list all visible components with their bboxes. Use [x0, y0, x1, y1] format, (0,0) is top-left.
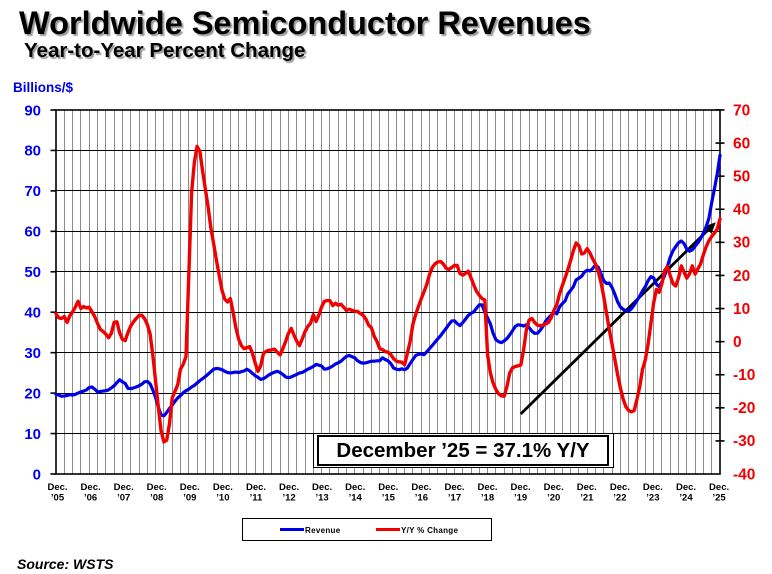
svg-text:90: 90	[24, 102, 41, 119]
svg-text:’07: ’07	[117, 493, 130, 504]
svg-text:Dec.: Dec.	[444, 482, 464, 493]
svg-text:40: 40	[24, 305, 41, 322]
svg-text:10: 10	[733, 301, 750, 318]
svg-text:’10: ’10	[216, 493, 229, 504]
svg-text:Dec.: Dec.	[213, 482, 233, 493]
svg-text:Dec.: Dec.	[345, 482, 365, 493]
svg-text:’24: ’24	[679, 493, 693, 504]
svg-text:’09: ’09	[183, 493, 196, 504]
svg-text:40: 40	[733, 202, 750, 219]
svg-text:’22: ’22	[613, 493, 626, 504]
svg-text:70: 70	[24, 183, 41, 200]
svg-text:’21: ’21	[580, 493, 594, 504]
svg-text:50: 50	[733, 168, 750, 185]
svg-text:80: 80	[24, 143, 41, 160]
svg-text:Dec.: Dec.	[81, 482, 101, 493]
svg-text:0: 0	[33, 466, 41, 483]
svg-text:30: 30	[733, 235, 750, 252]
svg-text:’23: ’23	[646, 493, 659, 504]
svg-text:Dec.: Dec.	[477, 482, 497, 493]
svg-text:-10: -10	[733, 367, 755, 384]
svg-text:60: 60	[733, 135, 750, 152]
svg-text:20: 20	[24, 385, 41, 402]
svg-text:Dec.: Dec.	[577, 482, 597, 493]
svg-text:’06: ’06	[84, 493, 97, 504]
svg-text:’05: ’05	[51, 493, 65, 504]
svg-text:30: 30	[24, 345, 41, 362]
svg-text:’20: ’20	[547, 493, 560, 504]
svg-text:50: 50	[24, 264, 41, 281]
svg-text:’19: ’19	[514, 493, 527, 504]
svg-text:Dec.: Dec.	[47, 482, 67, 493]
svg-text:Dec.: Dec.	[180, 482, 200, 493]
svg-text:Dec.: Dec.	[312, 482, 332, 493]
svg-text:’25: ’25	[712, 493, 726, 504]
svg-text:-30: -30	[733, 433, 755, 450]
svg-text:’11: ’11	[250, 493, 263, 504]
svg-text:Dec.: Dec.	[147, 482, 167, 493]
svg-text:Dec.: Dec.	[709, 482, 729, 493]
svg-text:60: 60	[24, 224, 41, 241]
svg-text:-40: -40	[733, 466, 755, 483]
svg-text:’18: ’18	[481, 493, 494, 504]
svg-text:’12: ’12	[282, 493, 295, 504]
svg-text:’08: ’08	[150, 493, 163, 504]
svg-text:Dec.: Dec.	[279, 482, 299, 493]
svg-text:Dec.: Dec.	[643, 482, 663, 493]
svg-text:’15: ’15	[382, 493, 396, 504]
svg-text:70: 70	[733, 102, 750, 119]
svg-text:Dec.: Dec.	[544, 482, 564, 493]
svg-text:10: 10	[24, 426, 41, 443]
svg-text:Dec.: Dec.	[511, 482, 531, 493]
svg-text:Dec.: Dec.	[676, 482, 696, 493]
svg-text:Dec.: Dec.	[610, 482, 630, 493]
svg-text:Dec.: Dec.	[246, 482, 266, 493]
svg-text:Dec.: Dec.	[114, 482, 134, 493]
svg-text:Dec.: Dec.	[378, 482, 398, 493]
svg-text:’13: ’13	[315, 493, 328, 504]
svg-text:’17: ’17	[448, 493, 461, 504]
svg-text:0: 0	[733, 334, 742, 351]
svg-text:Dec.: Dec.	[411, 482, 431, 493]
svg-text:’16: ’16	[415, 493, 428, 504]
svg-text:-20: -20	[733, 400, 755, 417]
svg-text:20: 20	[733, 268, 750, 285]
svg-text:’14: ’14	[349, 493, 363, 504]
